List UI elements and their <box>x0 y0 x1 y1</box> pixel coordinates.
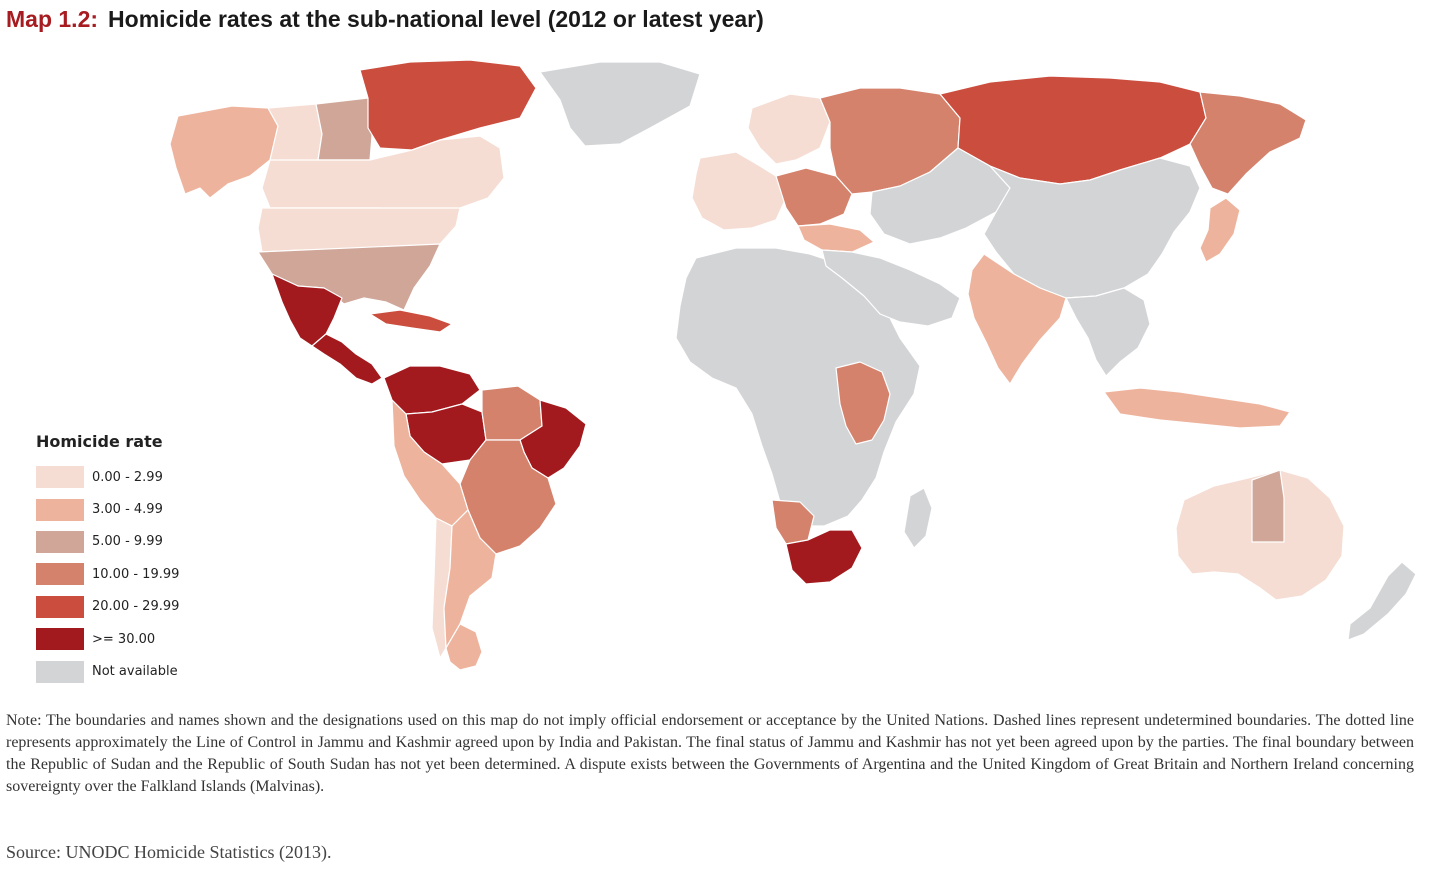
legend-item: 20.00 - 29.99 <box>36 591 179 623</box>
region-argentina <box>443 509 497 649</box>
region-europe-east <box>775 167 853 227</box>
region-central-america <box>311 333 383 385</box>
legend-swatch <box>36 563 84 586</box>
region-southeast-asia <box>1065 287 1151 377</box>
region-new-zealand <box>1347 561 1417 641</box>
region-canada-north <box>267 103 323 165</box>
world-map <box>0 48 1429 708</box>
region-indonesia <box>1103 387 1291 429</box>
map-note: Note: The boundaries and names shown and… <box>6 712 1414 795</box>
region-madagascar <box>903 487 933 549</box>
legend-title: Homicide rate <box>36 432 163 451</box>
region-china <box>983 157 1201 299</box>
region-russia-east <box>1189 91 1307 195</box>
region-europe-west <box>691 151 787 231</box>
region-india <box>967 253 1067 385</box>
region-northern-territory <box>1251 469 1285 543</box>
region-canada-prairies <box>315 97 373 161</box>
legend-item: >= 30.00 <box>36 623 179 655</box>
region-patagonia <box>445 623 483 671</box>
legend-item: 5.00 - 9.99 <box>36 526 179 558</box>
region-turkey <box>797 223 875 253</box>
map-number: Map 1.2: <box>6 6 99 32</box>
legend-swatch <box>36 660 84 683</box>
legend-label: 3.00 - 4.99 <box>92 502 163 518</box>
legend-swatch <box>36 595 84 618</box>
region-japan <box>1199 197 1241 263</box>
region-alaska <box>169 105 279 199</box>
legend-label: 20.00 - 29.99 <box>92 599 180 615</box>
region-caribbean <box>369 309 453 333</box>
legend-item: 0.00 - 2.99 <box>36 461 179 493</box>
legend-item: 10.00 - 19.99 <box>36 558 179 590</box>
map-title-text: Homicide rates at the sub-national level… <box>108 6 764 32</box>
legend-label: 0.00 - 2.99 <box>92 469 163 485</box>
legend-label: 5.00 - 9.99 <box>92 534 163 550</box>
region-scandinavia <box>747 93 831 165</box>
world-map-svg <box>169 59 1417 671</box>
legend-item: 3.00 - 4.99 <box>36 493 179 525</box>
region-middle-east <box>821 249 961 327</box>
legend-swatch <box>36 628 84 651</box>
legend-swatch <box>36 466 84 489</box>
map-source: Source: UNODC Homicide Statistics (2013)… <box>6 842 332 862</box>
map-title: Map 1.2: Homicide rates at the sub-nation… <box>6 6 764 33</box>
region-greenland <box>539 61 701 147</box>
legend-item: Not available <box>36 655 179 687</box>
region-nunavut <box>359 59 537 151</box>
legend-label: >= 30.00 <box>92 631 156 647</box>
legend-swatch <box>36 498 84 521</box>
region-east-africa <box>835 361 891 445</box>
map-legend: Homicide rate 0.00 - 2.99 3.00 - 4.99 5.00… <box>36 432 179 688</box>
region-south-africa <box>785 529 863 585</box>
legend-label: 10.00 - 19.99 <box>92 566 180 582</box>
legend-items: 0.00 - 2.99 3.00 - 4.99 5.00 - 9.99 10.00 -… <box>36 461 179 688</box>
legend-label: Not available <box>92 664 178 680</box>
legend-swatch <box>36 530 84 553</box>
